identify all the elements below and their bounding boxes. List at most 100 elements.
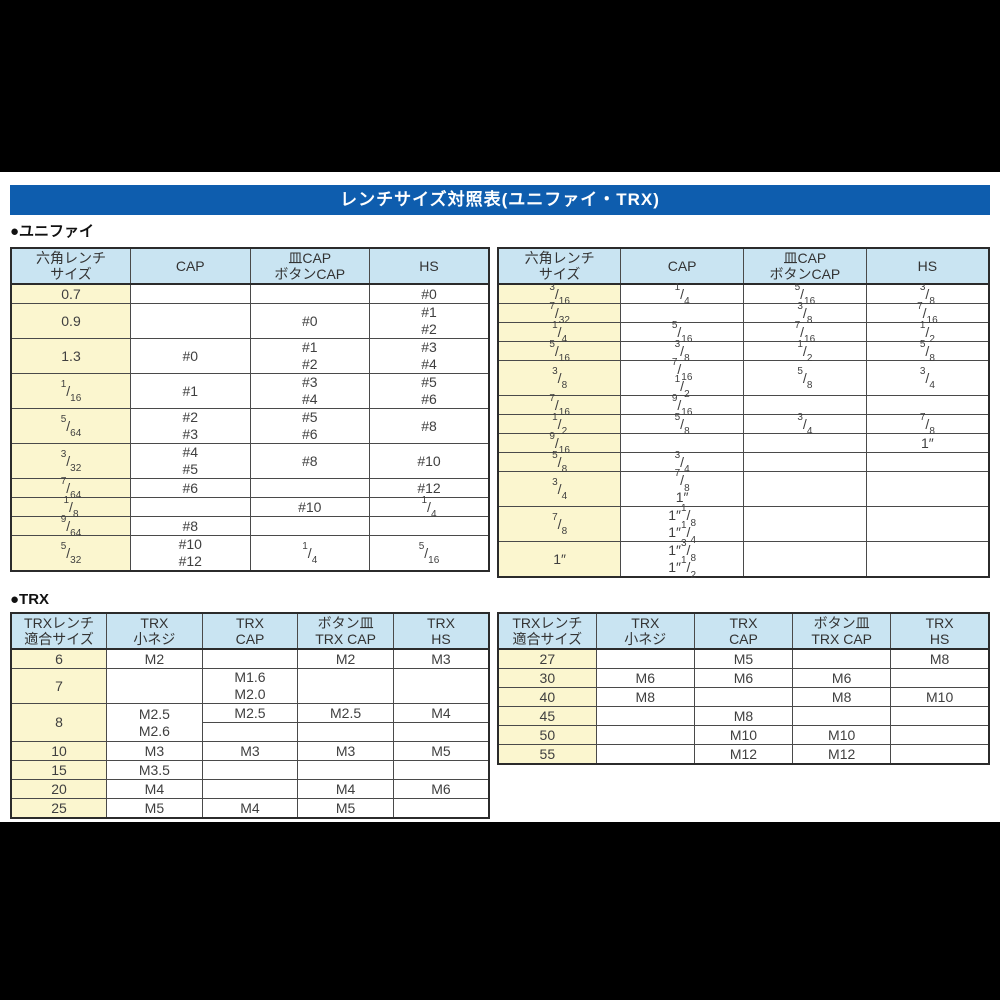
section-label-unify: ●ユニファイ bbox=[10, 223, 95, 240]
value-cell bbox=[890, 668, 990, 688]
value-cell: M6 bbox=[392, 779, 490, 799]
table-row: 3/32 #4 #5 #8 #10 bbox=[10, 443, 490, 479]
unify-right-table: 六角レンチ サイズ CAP 皿CAP ボタンCAP HS 3/16 1/4 5/16 3/8 7/3… bbox=[497, 247, 990, 580]
table-row: 1/2 5/8 3/4 7/8 bbox=[497, 412, 990, 437]
size-cell: 1″ bbox=[497, 541, 622, 578]
value-cell: M10 bbox=[890, 687, 990, 707]
size-cell: 9/16 bbox=[497, 431, 622, 456]
value-cell bbox=[620, 433, 744, 453]
size-cell: 9/64 bbox=[10, 514, 131, 539]
value-cell bbox=[743, 471, 867, 507]
size-cell: 6 bbox=[10, 648, 108, 669]
table-row: 1/8 #10 1/4 bbox=[10, 495, 490, 520]
value-cell bbox=[106, 668, 203, 704]
value-cell: M5 bbox=[297, 798, 394, 819]
trx-left-table: TRXレンチ 適合サイズ TRX 小ネジ TRX CAP ボタン皿 TRX CAP TRX HS 6… bbox=[10, 612, 490, 819]
value-cell: #1 bbox=[130, 373, 251, 409]
value-cell: M2.5 M2.6 bbox=[106, 703, 203, 742]
value-cell: #8 bbox=[130, 516, 251, 536]
value-cell bbox=[249, 478, 370, 498]
size-cell: 5/32 bbox=[10, 535, 131, 572]
size-cell: 7/64 bbox=[10, 476, 131, 501]
value-cell bbox=[595, 706, 695, 726]
value-cell bbox=[392, 798, 490, 819]
value-cell: M12 bbox=[693, 744, 794, 765]
value-cell: M3 bbox=[297, 741, 394, 761]
section-label-trx: ●TRX bbox=[10, 591, 50, 608]
value-cell: M8 bbox=[693, 706, 794, 726]
value-cell bbox=[130, 303, 251, 339]
value-cell: #3 #4 bbox=[369, 338, 490, 374]
size-cell: 25 bbox=[10, 798, 108, 819]
value-cell: #3 #4 bbox=[249, 373, 370, 409]
value-cell: 1″3/8 1″1/2 bbox=[620, 539, 744, 580]
value-cell: M12 bbox=[792, 744, 892, 765]
size-cell: 15 bbox=[10, 760, 108, 780]
value-cell bbox=[130, 497, 251, 517]
value-cell bbox=[743, 506, 867, 542]
size-cell: 7 bbox=[10, 668, 108, 704]
value-cell bbox=[620, 303, 744, 323]
value-cell: 9/16 bbox=[620, 393, 744, 418]
size-cell: 27 bbox=[497, 648, 597, 669]
value-cell bbox=[595, 744, 695, 765]
value-cell bbox=[297, 668, 394, 704]
value-cell bbox=[130, 283, 251, 304]
value-cell: M6 bbox=[595, 668, 695, 688]
table-row: 50 M10 M10 bbox=[497, 725, 990, 745]
value-cell bbox=[392, 722, 490, 742]
table-row: 55 M12 M12 bbox=[497, 744, 990, 765]
table-row bbox=[11, 722, 490, 742]
column-header: TRXレンチ 適合サイズ bbox=[497, 612, 597, 650]
size-cell: 10 bbox=[10, 741, 108, 761]
column-header: 皿CAP ボタンCAP bbox=[743, 247, 867, 285]
table-row: 9/64 #8 bbox=[10, 514, 490, 539]
value-cell: #2 #3 bbox=[130, 408, 251, 444]
value-cell bbox=[249, 516, 370, 536]
value-cell: M2.5 bbox=[201, 703, 299, 723]
column-header: TRX HS bbox=[890, 612, 990, 650]
table-row: 1/16 #1 #3 #4 #5 #6 bbox=[10, 373, 490, 409]
table-row: 0.7 #0 bbox=[10, 283, 490, 304]
column-header: TRXレンチ 適合サイズ bbox=[10, 612, 108, 650]
value-cell bbox=[201, 779, 299, 799]
size-cell: 1/2 bbox=[497, 412, 622, 437]
value-cell bbox=[249, 283, 370, 304]
value-cell: 1/4 bbox=[249, 535, 370, 572]
value-cell: M5 bbox=[392, 741, 490, 761]
value-cell bbox=[297, 722, 394, 742]
value-cell: M8 bbox=[792, 687, 892, 707]
table-row: 10 M3 M3 M3 M5 bbox=[10, 741, 490, 761]
value-cell bbox=[743, 452, 867, 472]
value-cell: #6 bbox=[130, 478, 251, 498]
table-row: 7 M1.6 M2.0 bbox=[10, 668, 490, 704]
table-row: 8 M2.5 M2.6 M2.5 M2.5 M4 bbox=[10, 703, 490, 742]
value-cell: #5 #6 bbox=[369, 373, 490, 409]
value-cell bbox=[392, 760, 490, 780]
value-cell: M4 bbox=[201, 798, 299, 819]
table-row: 1″ 1″3/8 1″1/2 bbox=[497, 539, 990, 580]
size-cell: 55 bbox=[497, 744, 597, 765]
column-header: CAP bbox=[620, 247, 744, 285]
size-cell: 30 bbox=[497, 668, 597, 688]
top-black-band bbox=[0, 0, 1000, 172]
column-header: 皿CAP ボタンCAP bbox=[249, 247, 370, 285]
value-cell: M8 bbox=[595, 687, 695, 707]
value-cell: 7/8 bbox=[865, 412, 990, 437]
size-cell: 20 bbox=[10, 779, 108, 799]
size-cell: 7/32 bbox=[497, 301, 622, 326]
value-cell: M3 bbox=[201, 741, 299, 761]
table-row: 5/32 #10 #12 1/4 5/16 bbox=[10, 535, 490, 572]
value-cell: M4 bbox=[106, 779, 203, 799]
size-cell: 3/4 bbox=[497, 471, 622, 507]
column-header: 六角レンチ サイズ bbox=[10, 247, 131, 285]
value-cell bbox=[792, 706, 892, 726]
title-bar: レンチサイズ対照表(ユニファイ・TRX) bbox=[10, 185, 990, 215]
header-row: TRXレンチ 適合サイズ TRX 小ネジ TRX CAP ボタン皿 TRX CAP TRX HS bbox=[497, 612, 990, 650]
size-cell: 5/8 bbox=[497, 450, 622, 475]
size-cell: 5/16 bbox=[497, 339, 622, 364]
column-header: 六角レンチ サイズ bbox=[497, 247, 622, 285]
value-cell: 3/4 bbox=[620, 450, 744, 475]
value-cell: #1 #2 bbox=[249, 338, 370, 374]
value-cell: M3.5 bbox=[106, 760, 203, 780]
